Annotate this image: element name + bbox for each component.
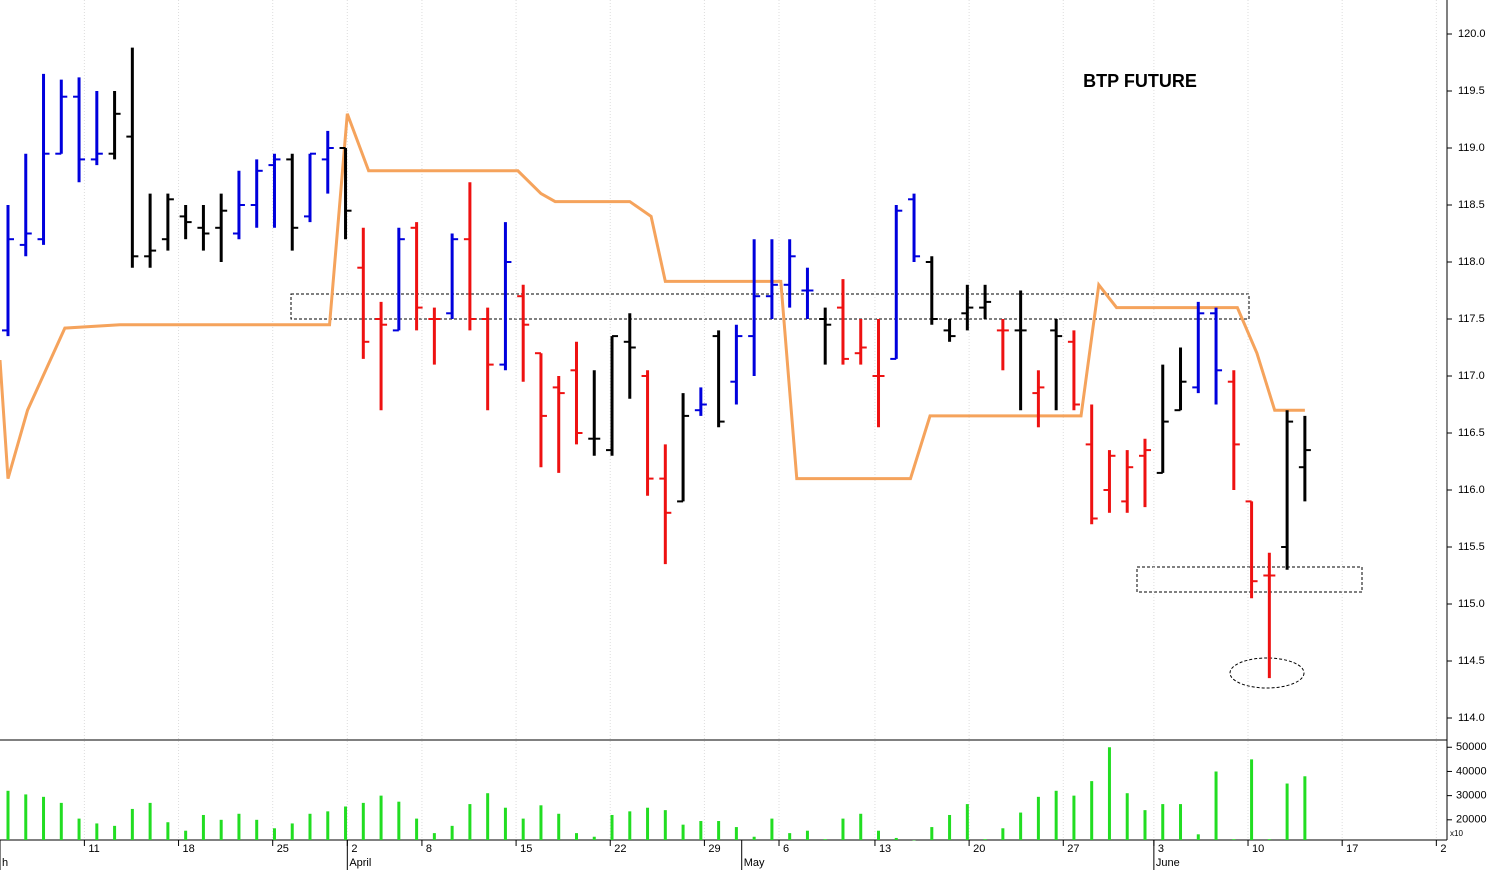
x-tick-label: 27 [1067, 843, 1079, 855]
x-tick-label: 11 [88, 843, 99, 855]
x-tick-label: 17 [1346, 843, 1358, 855]
y-tick-label: 115.0 [1458, 598, 1485, 610]
y-tick-label: 119.0 [1458, 142, 1485, 154]
y-tick-label: 114.5 [1458, 655, 1485, 667]
y-tick-label: 117.0 [1458, 370, 1485, 382]
y-tick-label: 114.0 [1458, 712, 1485, 724]
x-tick-label: 15 [520, 843, 532, 855]
volume-tick-label: 50000 [1456, 741, 1487, 753]
y-tick-label: 116.5 [1458, 427, 1485, 439]
volume-tick-label: 20000 [1456, 814, 1487, 826]
x-tick-label: 8 [426, 843, 432, 855]
y-tick-label: 119.5 [1458, 85, 1485, 97]
x-tick-label: 22 [614, 843, 626, 855]
volume-tick-label: 30000 [1456, 790, 1487, 802]
x-tick-label: 3 [1158, 843, 1164, 855]
y-tick-label: 116.0 [1458, 484, 1485, 496]
month-label: June [1156, 857, 1180, 869]
x-tick-label: 2 [351, 843, 357, 855]
x-tick-label: 29 [708, 843, 720, 855]
y-tick-label: 117.5 [1458, 313, 1485, 325]
y-tick-label: 118.5 [1458, 199, 1485, 211]
chart-title: BTP FUTURE [1083, 71, 1197, 91]
x-tick-label: 13 [879, 843, 891, 855]
x-tick-label: 18 [183, 843, 195, 855]
volume-tick-label: 40000 [1456, 765, 1487, 777]
month-label: May [744, 857, 765, 869]
support-box [1136, 566, 1363, 593]
resistance-box [290, 293, 1250, 320]
y-tick-label: 118.0 [1458, 256, 1485, 268]
y-tick-label: 115.5 [1458, 541, 1485, 553]
x-tick-label: 10 [1252, 843, 1264, 855]
stop-line [0, 113, 1305, 481]
y-tick-label: 120.0 [1458, 28, 1486, 40]
x-tick-label: 25 [277, 843, 289, 855]
month-label: h [2, 857, 8, 869]
volume-scale: x10 [1450, 829, 1463, 838]
low-ellipse [1229, 657, 1305, 689]
x-tick-label: 20 [973, 843, 985, 855]
x-tick-label: 2 [1440, 843, 1446, 855]
month-label: April [349, 857, 371, 869]
x-tick-label: 6 [783, 843, 789, 855]
